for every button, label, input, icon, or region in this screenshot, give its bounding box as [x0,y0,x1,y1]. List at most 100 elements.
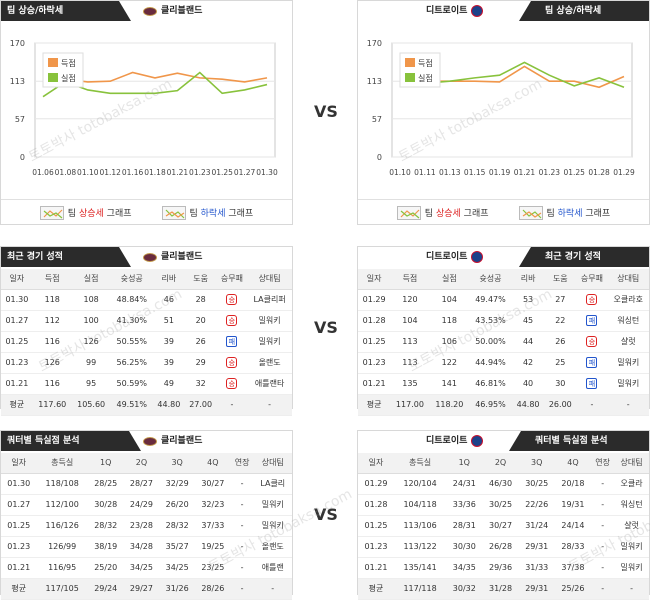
x-tick-label: 01.10 [77,168,99,177]
table-cell: 26 [184,331,217,353]
table-cell: 01.23 [358,536,394,558]
column-header: 도움 [184,269,217,290]
table-cell: 34/25 [123,557,160,579]
table-cell: 120 [390,289,430,311]
table-row: 01.30 118/108 28/25 28/27 32/29 30/27- LA클리 [1,473,292,495]
loss-badge: 패 [226,336,238,347]
table-cell: 30/32 [446,578,483,600]
win-badge: 승 [226,357,238,368]
table-cell: 23/25 [195,557,231,579]
y-tick-label: 113 [10,77,25,86]
table-cell: 01.30 [1,289,33,311]
table-cell: 샬럿 [614,515,649,537]
table-cell: 104/118 [393,494,447,516]
table-row: 01.21 135/141 34/35 29/36 31/33 37/38- 밀워키 [358,557,649,579]
table-cell: 올랜도 [253,536,292,558]
column-header: 연장 [230,453,254,474]
table-cell: 43.53% [469,310,512,332]
table-row: 01.25 113 106 50.00% 44 26 승 샬럿 [358,331,649,353]
table-cell: 29/24 [87,578,124,600]
quarter-table-right: 일자 총득실 1Q 2Q 3Q 4Q 연장 상대팀 01.29 120/104 24/31 46/30… [358,453,649,600]
column-header: 총득실 [36,453,88,474]
y-tick-label: 57 [372,115,382,124]
cavaliers-logo-icon [143,6,157,16]
table-cell: 42 [511,352,545,374]
table-cell: 37/38 [554,557,592,579]
table-cell: 34/25 [159,557,195,579]
table-cell: 밀워키 [247,331,292,353]
average-row: 평균 117/105 29/24 29/27 31/26 28/26- - [1,578,292,600]
x-tick-label: 01.11 [414,168,436,177]
y-tick-label: 113 [367,77,382,86]
table-cell: 평균 [1,394,33,416]
legend-entry: 실점 [418,73,433,83]
table-cell: 워싱턴 [614,494,649,516]
table-cell: 50.59% [110,373,153,395]
recent-title-right: 최근 경기 성적 [519,247,649,267]
table-cell: 29/31 [518,578,555,600]
average-row: 평균 117.60 105.60 49.51% 44.80 27.00- - [1,394,292,416]
table-cell: 01.25 [1,515,37,537]
table-cell: 117/118 [393,578,447,600]
y-tick-label: 0 [377,153,382,162]
win-badge: 승 [586,336,598,347]
table-row: 01.23 113/122 30/30 26/28 29/31 28/33- 밀워키 [358,536,649,558]
table-cell: 01.28 [358,494,394,516]
table-cell: 24/14 [554,515,592,537]
table-cell: 01.28 [358,310,391,332]
loss-badge: 패 [586,357,598,368]
table-cell: 24/31 [446,473,483,495]
column-header: 슛성공 [469,269,512,290]
column-header: 연장 [591,453,615,474]
table-cell: 30/25 [482,494,519,516]
cavaliers-logo-icon [143,436,157,446]
table-cell: 01.25 [1,331,33,353]
table-cell: 31/33 [518,557,555,579]
table-cell: 112/100 [36,494,88,516]
table-cell: 46.95% [469,394,512,416]
table-cell: 승 [576,331,608,353]
table-cell: 32 [184,373,217,395]
pistons-logo-icon [471,435,484,447]
win-badge: 승 [226,378,238,389]
table-cell: - [591,494,615,516]
table-cell: 49.51% [110,394,153,416]
trend-panel-right: 팀 상승/하락세 디트로이트 170 113 57 0 01.10 01.11 01.13 0… [357,0,650,225]
legend-entry: 득점 [418,58,433,68]
y-tick-label: 0 [20,153,25,162]
table-cell: 30/30 [446,536,483,558]
y-tick-label: 170 [367,39,382,48]
trend-title-right: 팀 상승/하락세 [519,1,649,21]
table-cell: 오클라호 [607,289,649,311]
table-cell: 100 [71,310,111,332]
table-cell: - [607,394,649,416]
x-tick-label: 01.15 [464,168,486,177]
table-cell: 밀워키 [607,373,649,395]
table-cell: - [591,473,615,495]
column-header: 4Q [554,453,592,474]
table-cell: - [591,557,615,579]
legend-swatch [48,73,58,82]
table-cell: 01.21 [1,373,33,395]
team-name-left: 클리블랜드 [161,6,203,16]
down-graph-icon [518,205,543,220]
table-cell: 패 [216,331,248,353]
table-cell: 01.27 [1,494,37,516]
table-cell: 28/25 [87,473,124,495]
x-tick-label: 01.21 [514,168,536,177]
table-row: 01.21 135 141 46.81% 40 30 패 밀워키 [358,373,649,395]
table-cell: 117/105 [36,578,88,600]
table-cell: 평균 [358,394,391,416]
trend-legend-left: 팀 상승세 그래프 팀 하락세 그래프 [1,199,292,225]
table-cell: 27.00 [184,394,217,416]
table-cell: 밀워키 [253,494,292,516]
x-tick-label: 01.06 [32,168,54,177]
table-cell: 평균 [358,578,394,600]
table-cell: 113/106 [393,515,447,537]
table-cell: 50.55% [110,331,153,353]
table-cell: - [591,536,615,558]
column-header: 일자 [358,453,394,474]
table-cell: 패 [576,310,608,332]
table-cell: 135/141 [393,557,447,579]
table-cell: 25/26 [554,578,592,600]
